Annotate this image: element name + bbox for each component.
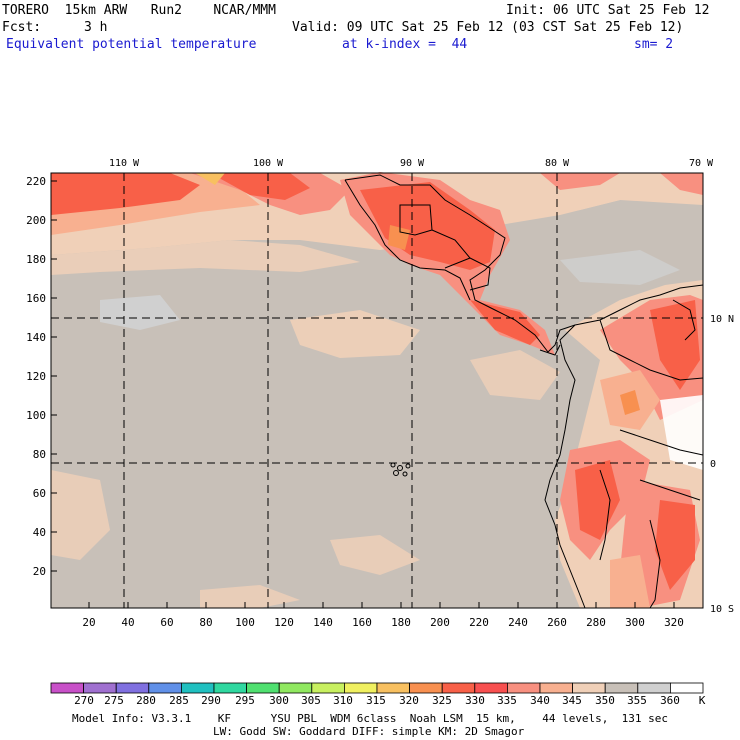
longitude-label: 110 W — [109, 158, 140, 169]
y-tick-label: 120 — [26, 370, 46, 383]
colorbar-swatch — [637, 682, 671, 694]
model-info: Model Info: V3.3.1 KF YSU PBL WDM 6class… — [72, 712, 669, 725]
colorbar-label: 340 — [530, 694, 550, 707]
colorbar-swatch — [376, 682, 410, 694]
y-tick-label: 160 — [26, 292, 46, 305]
longitude-label: 90 W — [400, 158, 425, 169]
graticule — [51, 173, 703, 608]
forecast-label: Fcst: — [2, 20, 42, 35]
colorbar-label: 280 — [136, 694, 156, 707]
colorbar-swatch — [115, 682, 150, 694]
x-tick-label: 220 — [469, 616, 489, 629]
y-tick-label: 20 — [33, 565, 46, 578]
y-axis — [51, 180, 57, 572]
y-tick-label: 220 — [26, 175, 46, 188]
colorbar-swatch — [572, 682, 606, 694]
x-tick-label: 240 — [508, 616, 528, 629]
colorbar-label: 285 — [169, 694, 189, 707]
colorbar-label: 275 — [104, 694, 124, 707]
colorbar-label: 335 — [497, 694, 517, 707]
field-name: Equivalent potential temperature — [6, 37, 257, 52]
x-tick-label: 260 — [547, 616, 567, 629]
x-axis — [88, 602, 675, 608]
colorbar-label: 355 — [627, 694, 647, 707]
colorbar-swatch — [148, 682, 182, 694]
init-time: Init: 06 UTC Sat 25 Feb 12 — [506, 3, 710, 18]
colorbar-label: 290 — [201, 694, 221, 707]
colorbar-label: 360 — [660, 694, 680, 707]
colorbar-swatch — [539, 682, 573, 694]
x-tick-label: 140 — [313, 616, 333, 629]
x-tick-label: 40 — [121, 616, 134, 629]
colorbar-label: 270 — [74, 694, 94, 707]
colorbar-swatch — [246, 682, 280, 694]
colorbar-swatch — [50, 682, 84, 694]
x-tick-label: 180 — [391, 616, 411, 629]
y-tick-label: 200 — [26, 214, 46, 227]
colorbar-swatch — [670, 682, 704, 694]
latitude-label: 10 N — [710, 314, 734, 325]
valid-time: Valid: 09 UTC Sat 25 Feb 12 (03 CST Sat … — [292, 20, 684, 35]
forecast-hours: 3 h — [84, 20, 108, 35]
y-tick-label: 180 — [26, 253, 46, 266]
colorbar-label: 350 — [595, 694, 615, 707]
map-frame — [50, 172, 704, 609]
colorbar-swatch — [409, 682, 443, 694]
colorbar-label: 310 — [333, 694, 353, 707]
colorbar-swatch — [474, 682, 508, 694]
colorbar-label: 305 — [301, 694, 321, 707]
smoothing: sm= 2 — [634, 37, 674, 52]
colorbar-label: 300 — [269, 694, 289, 707]
colorbar-label: 330 — [465, 694, 485, 707]
longitude-label: 100 W — [253, 158, 284, 169]
colorbar-swatch — [180, 682, 215, 694]
latitude-label: 10 S — [710, 604, 734, 615]
colorbar-label: 345 — [562, 694, 582, 707]
coastlines — [344, 174, 704, 609]
x-tick-label: 320 — [664, 616, 684, 629]
colorbar-swatch — [441, 682, 476, 694]
model-title: TORERO 15km ARW Run2 NCAR/MMM — [2, 3, 276, 18]
colorbar-swatch — [311, 682, 345, 694]
physics-info: LW: Godd SW: Goddard DIFF: simple KM: 2D… — [213, 725, 525, 738]
colorbar-swatch — [83, 682, 117, 694]
x-tick-label: 160 — [352, 616, 372, 629]
k-index: at k-index = 44 — [342, 37, 468, 52]
x-tick-label: 60 — [160, 616, 173, 629]
latitude-label: 0 — [710, 459, 716, 470]
colorbar-unit: K — [699, 694, 706, 707]
colorbar-label: 325 — [432, 694, 452, 707]
colorbar-label: 320 — [399, 694, 419, 707]
colorbar — [50, 682, 704, 694]
y-tick-label: 60 — [33, 487, 46, 500]
longitude-label: 80 W — [545, 158, 570, 169]
y-tick-label: 140 — [26, 331, 46, 344]
colorbar-swatch — [213, 682, 247, 694]
x-tick-label: 300 — [625, 616, 645, 629]
field-shading — [51, 172, 703, 608]
colorbar-swatch — [506, 682, 541, 694]
colorbar-label: 295 — [235, 694, 255, 707]
y-tick-label: 80 — [33, 448, 46, 461]
longitude-label: 70 W — [689, 158, 714, 169]
colorbar-swatch — [278, 682, 313, 694]
x-tick-label: 80 — [199, 616, 212, 629]
x-tick-label: 120 — [274, 616, 294, 629]
x-tick-label: 280 — [586, 616, 606, 629]
x-tick-label: 100 — [235, 616, 255, 629]
colorbar-swatch — [343, 682, 378, 694]
colorbar-swatch — [604, 682, 639, 694]
x-tick-label: 200 — [430, 616, 450, 629]
colorbar-label: 315 — [366, 694, 386, 707]
y-tick-label: 100 — [26, 409, 46, 422]
x-tick-label: 20 — [82, 616, 95, 629]
y-tick-label: 40 — [33, 526, 46, 539]
